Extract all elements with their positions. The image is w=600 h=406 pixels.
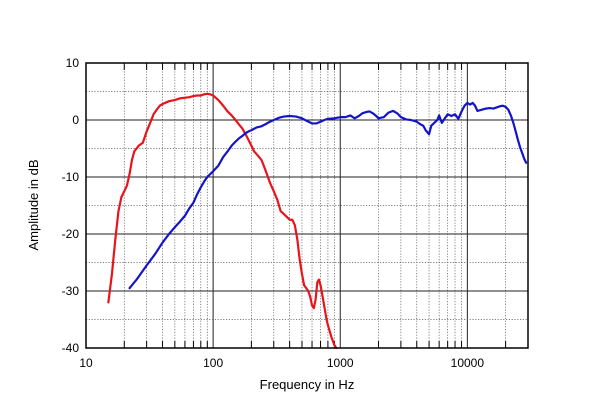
- grid: [86, 63, 529, 348]
- plot-frame: [85, 62, 529, 349]
- y-tick-label: -20: [62, 227, 80, 241]
- y-tick-label: 0: [72, 113, 79, 127]
- y-tick-label: -30: [62, 284, 80, 298]
- x-tick-label: 10: [79, 356, 93, 370]
- y-tick-label: -10: [62, 170, 80, 184]
- x-tick-label: 100: [203, 356, 223, 370]
- series-line-1: [107, 92, 338, 350]
- x-axis-title: Frequency in Hz: [260, 377, 355, 392]
- y-axis-title: Amplitude in dB: [26, 159, 41, 250]
- series-group: [107, 92, 528, 350]
- x-tick-label: 10000: [451, 356, 485, 370]
- series-line-2: [128, 101, 528, 290]
- x-tick-label: 1000: [327, 356, 354, 370]
- y-tick-label: 10: [66, 56, 80, 70]
- y-tick-label: -40: [62, 341, 80, 355]
